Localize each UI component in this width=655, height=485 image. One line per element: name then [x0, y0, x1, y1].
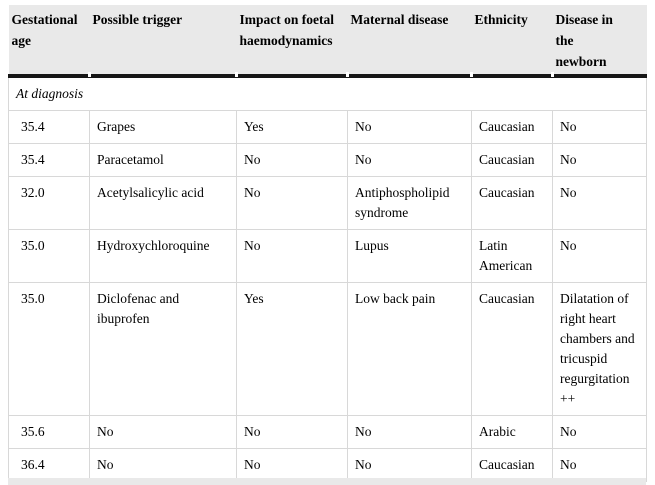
table-row: 35.4 Paracetamol No No Caucasian No [8, 143, 647, 177]
column-header-possible-trigger: Possible trigger [89, 5, 237, 78]
table-row: 32.0 Acetylsalicylic acid No Antiphospho… [8, 176, 647, 230]
header-rule-gap [550, 72, 554, 77]
table-cell: Dilatation of right heart chambers and t… [552, 282, 647, 416]
table-cell: No [236, 143, 348, 177]
table-cell: No [552, 415, 647, 449]
table-cell: 35.4 [8, 110, 90, 144]
table-cell: No [236, 229, 348, 283]
table-cell: No [552, 110, 647, 144]
header-row: Gestational age Possible trigger Impact … [8, 5, 647, 78]
table-cell: Arabic [471, 415, 553, 449]
table-cell: No [347, 448, 472, 482]
table-row: 35.6 No No No Arabic No [8, 415, 647, 449]
table-cell: Antiphospholipid syndrome [347, 176, 472, 230]
table-cell: No [89, 415, 237, 449]
header-rule-gap [469, 72, 473, 77]
table-cell: 35.0 [8, 229, 90, 283]
table-cell: 35.4 [8, 143, 90, 177]
table-cell: Diclofenac and ibuprofen [89, 282, 237, 416]
table-cell: Caucasian [471, 176, 553, 230]
table-cell: No [89, 448, 237, 482]
column-header-ethnicity: Ethnicity [471, 5, 553, 78]
table-cell: No [236, 415, 348, 449]
table-cell: No [347, 143, 472, 177]
table-cell: Yes [236, 282, 348, 416]
table-cell: No [552, 448, 647, 482]
table-body: At diagnosis 35.4 Grapes Yes No Caucasia… [8, 75, 647, 482]
table-cell: 35.0 [8, 282, 90, 416]
table-cell: Paracetamol [89, 143, 237, 177]
table-cell: Latin American [471, 229, 553, 283]
column-header-gestational-age: Gestational age [8, 5, 90, 78]
table-cell: Caucasian [471, 143, 553, 177]
table-cell: Acetylsalicylic acid [89, 176, 237, 230]
clipped-next-section-row [8, 478, 646, 485]
table-cell: No [552, 176, 647, 230]
table-cell: 35.6 [8, 415, 90, 449]
column-header-disease-newborn: Disease in the newborn [552, 5, 647, 78]
column-header-impact-foetal-haemodynamics: Impact on foetal haemodynamics [236, 5, 348, 78]
table-cell: 32.0 [8, 176, 90, 230]
table-cell: No [347, 415, 472, 449]
table-cell: Hydroxychloroquine [89, 229, 237, 283]
table-cell: Lupus [347, 229, 472, 283]
table-row: 35.0 Diclofenac and ibuprofen Yes Low ba… [8, 282, 647, 416]
table-cell: 36.4 [8, 448, 90, 482]
header-rule-gap [234, 72, 238, 77]
section-row: At diagnosis [8, 75, 647, 111]
table-cell: No [347, 110, 472, 144]
table-row: 35.4 Grapes Yes No Caucasian No [8, 110, 647, 144]
header-rule-gap [345, 72, 349, 77]
table-cell: Caucasian [471, 448, 553, 482]
table-cell: No [236, 176, 348, 230]
clinical-data-table: Gestational age Possible trigger Impact … [8, 5, 647, 482]
column-header-maternal-disease: Maternal disease [347, 5, 472, 78]
table-cell: Caucasian [471, 282, 553, 416]
table-cell: Caucasian [471, 110, 553, 144]
table-cell: Yes [236, 110, 348, 144]
table-row: 35.0 Hydroxychloroquine No Lupus Latin A… [8, 229, 647, 283]
table-cell: Low back pain [347, 282, 472, 416]
table-cell: No [236, 448, 348, 482]
table-row: 36.4 No No No Caucasian No [8, 448, 647, 482]
table-cell: Grapes [89, 110, 237, 144]
section-label: At diagnosis [8, 75, 647, 111]
header-rule-gap [87, 72, 91, 77]
table-cell: No [552, 143, 647, 177]
table-cell: No [552, 229, 647, 283]
table-header: Gestational age Possible trigger Impact … [8, 5, 647, 78]
